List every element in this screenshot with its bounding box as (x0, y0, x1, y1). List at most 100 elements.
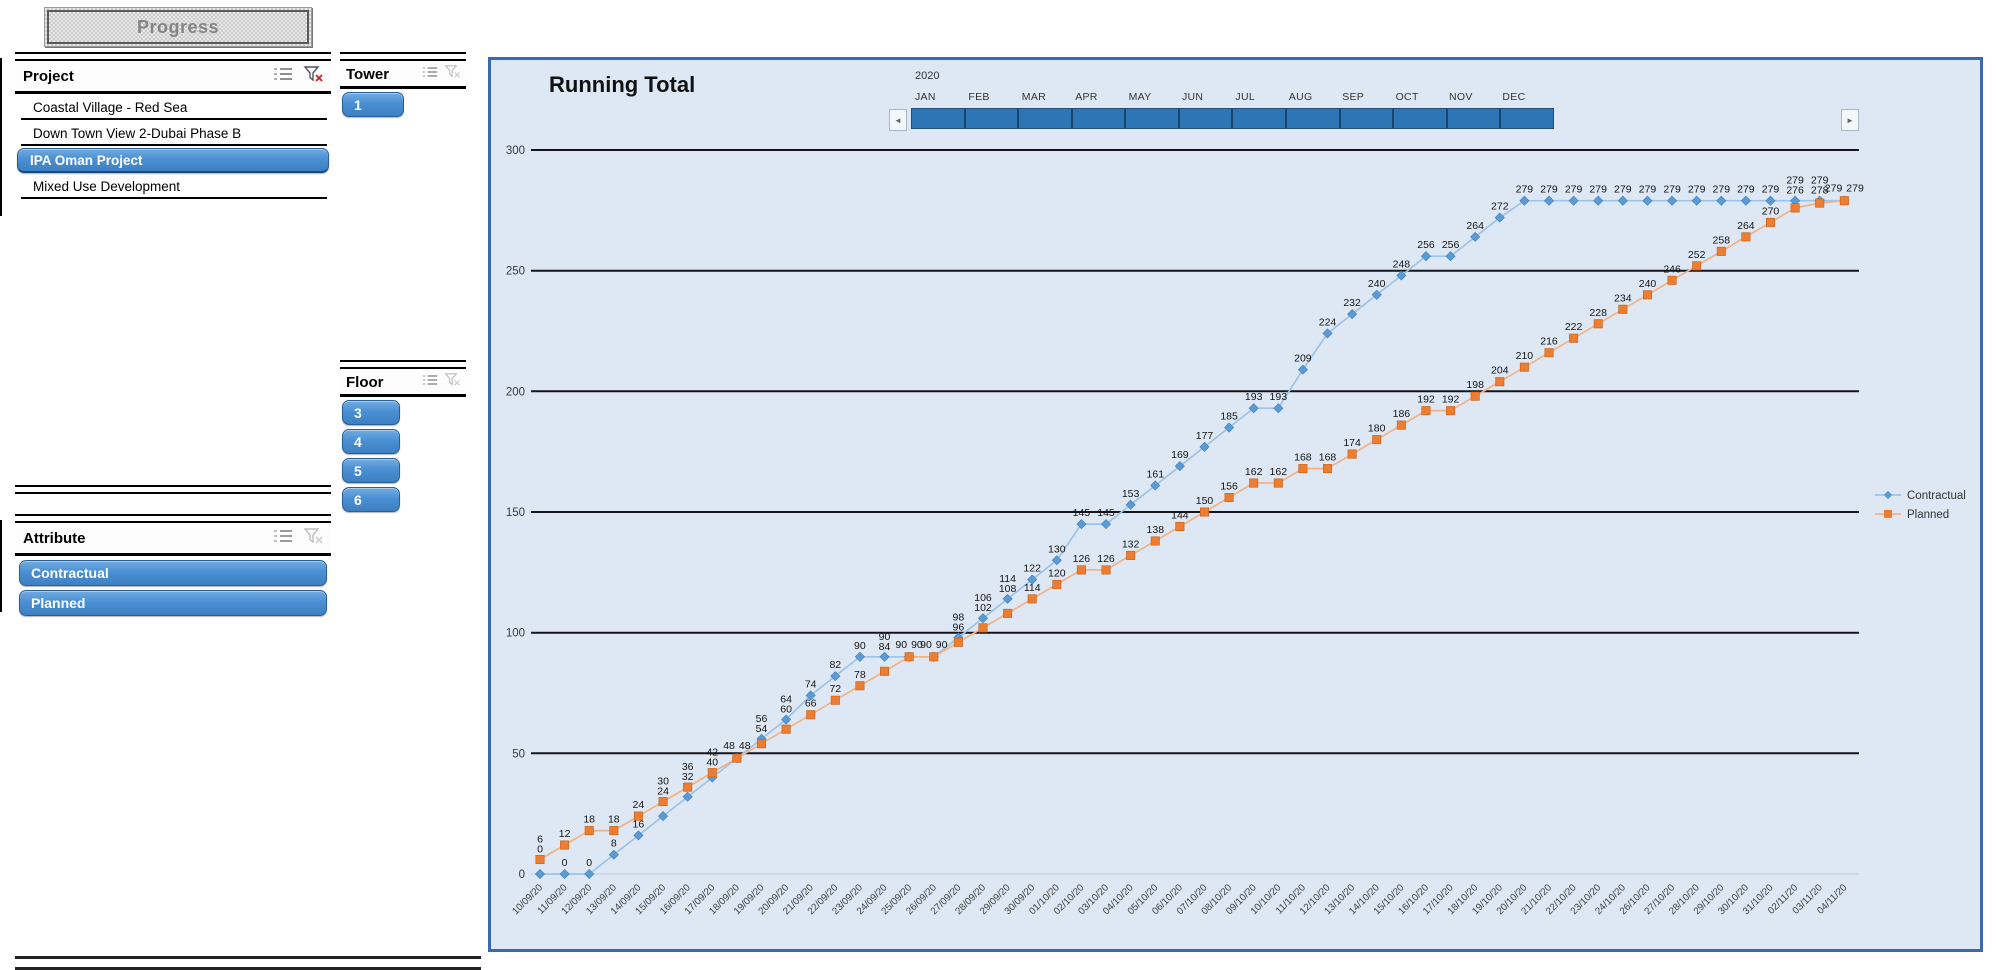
data-point-planned[interactable] (1495, 377, 1505, 387)
data-point-contractual[interactable] (1347, 309, 1358, 320)
data-point-planned[interactable] (1519, 362, 1529, 372)
data-point-contractual[interactable] (1445, 251, 1456, 262)
timeline-scroll-left-button[interactable]: ◄ (889, 109, 907, 131)
data-point-planned[interactable] (584, 826, 594, 836)
progress-button[interactable]: Progress (44, 7, 312, 47)
data-point-planned[interactable] (1569, 333, 1579, 343)
data-point-planned[interactable] (1249, 478, 1259, 488)
data-point-planned[interactable] (904, 652, 914, 662)
data-point-contractual[interactable] (805, 690, 816, 701)
data-point-contractual[interactable] (1617, 195, 1628, 206)
timeline-month-segment[interactable] (1287, 109, 1341, 128)
project-slicer-item[interactable]: Coastal Village - Red Sea (21, 96, 327, 120)
data-point-planned[interactable] (1323, 464, 1333, 474)
data-point-contractual[interactable] (1273, 403, 1284, 414)
data-point-contractual[interactable] (1543, 195, 1555, 206)
data-point-contractual[interactable] (1470, 231, 1481, 242)
data-point-contractual[interactable] (854, 651, 865, 662)
data-point-planned[interactable] (978, 623, 988, 633)
data-point-planned[interactable] (1815, 198, 1825, 208)
data-point-planned[interactable] (1347, 449, 1357, 459)
timeline-month-label[interactable]: NOV (1449, 91, 1473, 103)
data-point-planned[interactable] (1298, 464, 1308, 474)
data-point-planned[interactable] (830, 695, 840, 705)
data-point-planned[interactable] (1076, 565, 1086, 575)
timeline-month-label[interactable]: DEC (1502, 91, 1526, 103)
data-point-contractual[interactable] (1322, 328, 1333, 339)
legend-entry-planned[interactable]: Planned (1875, 509, 1949, 521)
data-point-planned[interactable] (1273, 478, 1283, 488)
data-point-planned[interactable] (1544, 348, 1554, 358)
data-point-planned[interactable] (1372, 435, 1382, 445)
data-point-planned[interactable] (1839, 196, 1849, 206)
data-point-contractual[interactable] (1371, 289, 1382, 300)
data-point-planned[interactable] (1101, 565, 1111, 575)
timeline-month-segment[interactable] (966, 109, 1020, 128)
data-point-planned[interactable] (535, 855, 545, 865)
timeline-month-label[interactable]: JAN (915, 91, 936, 103)
data-point-planned[interactable] (1470, 391, 1480, 401)
data-point-contractual[interactable] (608, 849, 619, 860)
data-point-contractual[interactable] (1593, 195, 1604, 206)
data-point-contractual[interactable] (1150, 480, 1161, 491)
data-point-contractual[interactable] (1396, 270, 1407, 281)
data-point-contractual[interactable] (1420, 251, 1431, 262)
data-point-planned[interactable] (1396, 420, 1406, 430)
timeline-month-segment[interactable] (912, 109, 966, 128)
timeline-month-segment[interactable] (1448, 109, 1502, 128)
timeline-month-label[interactable]: MAY (1128, 91, 1152, 103)
timeline-selection-bar[interactable] (911, 108, 1554, 129)
data-point-planned[interactable] (1199, 507, 1209, 517)
data-point-contractual[interactable] (559, 868, 570, 880)
data-point-contractual[interactable] (1002, 593, 1013, 604)
data-point-planned[interactable] (732, 753, 742, 763)
timeline-month-label[interactable]: JUN (1182, 91, 1204, 103)
data-point-planned[interactable] (1003, 608, 1013, 618)
data-point-contractual[interactable] (1224, 422, 1235, 433)
floor-slicer-item[interactable]: 3 (342, 400, 400, 425)
data-point-planned[interactable] (1642, 290, 1652, 300)
data-point-planned[interactable] (781, 724, 791, 734)
tower-slicer-item[interactable]: 1 (342, 92, 404, 117)
multi-select-icon[interactable] (273, 66, 293, 87)
data-point-contractual[interactable] (1740, 195, 1751, 206)
data-point-contractual[interactable] (1027, 574, 1038, 585)
data-point-planned[interactable] (1593, 319, 1603, 329)
legend-entry-contractual[interactable]: Contractual (1875, 490, 1966, 502)
data-point-planned[interactable] (1175, 521, 1185, 531)
timeline-month-label[interactable]: MAR (1021, 91, 1047, 103)
timeline-month-segment[interactable] (1180, 109, 1234, 128)
data-point-planned[interactable] (1421, 406, 1431, 416)
multi-select-icon[interactable] (422, 373, 438, 392)
data-point-planned[interactable] (1766, 217, 1776, 227)
data-point-contractual[interactable] (1248, 403, 1259, 414)
data-point-planned[interactable] (683, 782, 693, 792)
data-point-contractual[interactable] (1494, 212, 1505, 223)
timeline-month-label[interactable]: APR (1075, 91, 1098, 103)
data-point-contractual[interactable] (1199, 441, 1210, 452)
data-point-contractual[interactable] (658, 811, 669, 822)
data-point-contractual[interactable] (977, 613, 989, 624)
data-point-contractual[interactable] (584, 868, 595, 880)
data-point-contractual[interactable] (1519, 195, 1530, 206)
project-slicer-item[interactable]: Down Town View 2-Dubai Phase B (21, 122, 327, 146)
floor-slicer-item[interactable]: 4 (342, 429, 400, 454)
timeline-month-label[interactable]: JUL (1235, 91, 1255, 103)
data-point-contractual[interactable] (1125, 499, 1136, 510)
data-point-planned[interactable] (707, 768, 717, 778)
timeline-scroll-right-button[interactable]: ► (1841, 109, 1859, 131)
data-point-planned[interactable] (929, 652, 939, 662)
timeline-month-segment[interactable] (1126, 109, 1180, 128)
data-point-planned[interactable] (1790, 203, 1800, 213)
attribute-slicer-item[interactable]: Planned (19, 590, 327, 616)
attribute-slicer-item[interactable]: Contractual (19, 560, 327, 586)
data-point-planned[interactable] (855, 681, 865, 691)
project-slicer-item[interactable]: Mixed Use Development (21, 175, 327, 199)
timeline-month-label[interactable]: FEB (968, 91, 990, 103)
data-point-contractual[interactable] (1716, 195, 1727, 206)
clear-filter-icon[interactable] (303, 65, 325, 88)
data-point-planned[interactable] (880, 666, 890, 676)
data-point-planned[interactable] (1150, 536, 1160, 546)
data-point-contractual[interactable] (1297, 364, 1308, 375)
data-point-planned[interactable] (1692, 261, 1702, 271)
